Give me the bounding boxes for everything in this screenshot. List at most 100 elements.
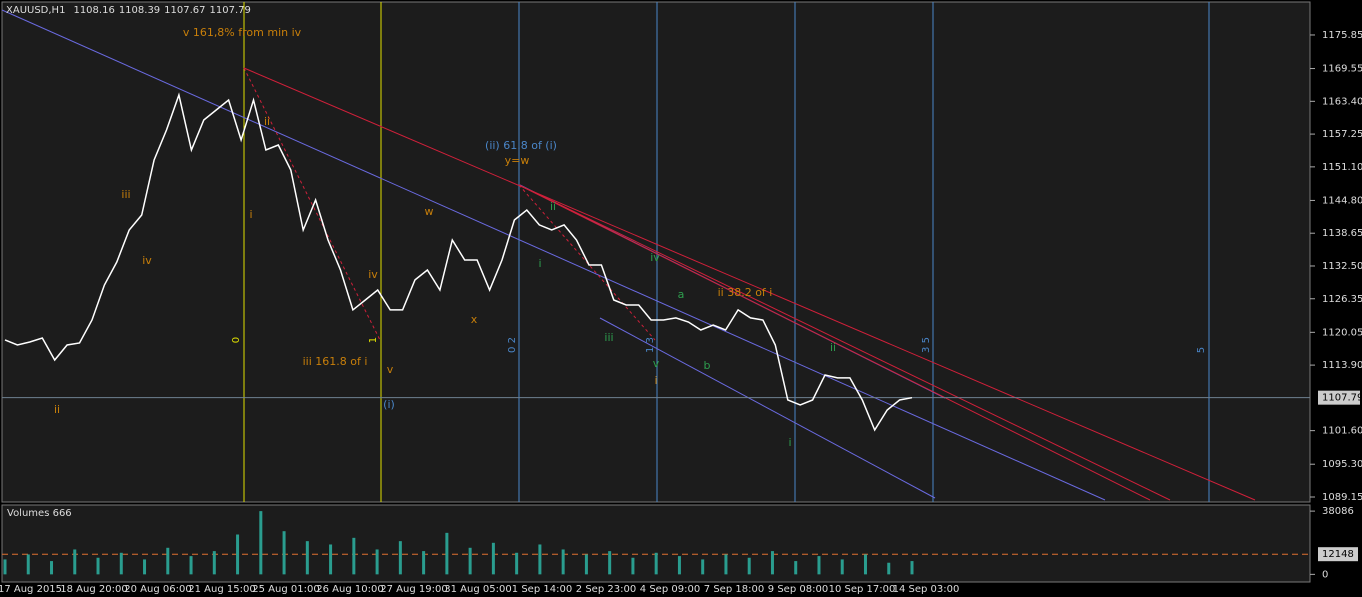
- volume-bar: [166, 547, 170, 575]
- wave-label: v: [387, 363, 394, 376]
- wave-label: i: [538, 257, 541, 270]
- wave-label: v 161,8% from min iv: [183, 26, 302, 39]
- wave-label: w: [425, 205, 434, 218]
- high: 1108.39: [119, 5, 160, 16]
- x-tick-label: 14 Sep 03:00: [893, 584, 960, 595]
- volume-bar: [375, 549, 379, 575]
- wave-label: v: [653, 357, 660, 370]
- volume-bar: [422, 551, 426, 575]
- volume-bar: [445, 532, 449, 575]
- fib-label: 0: [231, 337, 242, 343]
- volume-bar: [259, 511, 263, 575]
- fib-label: 1 3: [645, 337, 656, 353]
- trend-line: [518, 184, 1151, 501]
- volume-bar: [305, 541, 309, 575]
- current-price-label: 1107.79: [1322, 393, 1362, 404]
- volume-bar: [3, 559, 7, 575]
- trend-line: [518, 184, 1171, 501]
- x-tick-label: 17 Aug 2015: [0, 584, 62, 595]
- wave-label: i: [654, 374, 657, 387]
- volume-bar: [236, 534, 240, 575]
- x-tick-label: 20 Aug 06:00: [124, 584, 191, 595]
- x-tick-label: 26 Aug 10:00: [316, 584, 383, 595]
- volume-bar: [863, 554, 867, 575]
- fib-label: 5: [1196, 347, 1207, 353]
- volume-bar: [770, 551, 774, 575]
- wave-label: b: [704, 359, 711, 372]
- volume-bar: [50, 561, 54, 575]
- fib-label: 0 2: [507, 337, 518, 353]
- y-tick-label: 1151.10: [1322, 162, 1362, 173]
- y-tick-label: 1144.80: [1322, 195, 1362, 206]
- price-panel: [1, 1, 1311, 503]
- volume-bar: [608, 551, 612, 575]
- header: XAUUSD,H1 1108.16 1108.39 1107.67 1107.79: [6, 5, 251, 16]
- low: 1107.67: [164, 5, 205, 16]
- wave-label: ii: [830, 341, 836, 354]
- wave-label: iii: [121, 188, 130, 201]
- channel-line: [1, 9, 1106, 501]
- x-tick-label: 2 Sep 23:00: [576, 584, 636, 595]
- volume-bar: [96, 557, 100, 575]
- x-tick-label: 1 Sep 14:00: [512, 584, 572, 595]
- volume-bar: [817, 556, 821, 575]
- volume-bar: [26, 554, 30, 575]
- volume-bar: [491, 542, 495, 575]
- wave-label: ii: [550, 200, 556, 213]
- wave-label: iv: [368, 268, 378, 281]
- wave-label: iii 161.8 of i: [303, 355, 368, 368]
- volume-level-box: [1318, 547, 1358, 562]
- x-tick-label: 31 Aug 05:00: [444, 584, 511, 595]
- volume-bar: [910, 561, 914, 575]
- y-tick-label: 1113.90: [1322, 360, 1362, 371]
- x-tick-label: 4 Sep 09:00: [640, 584, 700, 595]
- volume-bar: [143, 559, 147, 575]
- price-line: [4, 92, 913, 432]
- volume-bar: [887, 562, 891, 575]
- volume-bar: [747, 557, 751, 575]
- y-tick-label: 1089.15: [1322, 492, 1362, 503]
- volume-bar: [282, 531, 286, 575]
- current-price-box: [1318, 390, 1360, 405]
- y-tick-label: 1169.55: [1322, 64, 1362, 75]
- y-tick-label: 1138.65: [1322, 228, 1362, 239]
- wave-label: i: [249, 208, 252, 221]
- y-tick-label: 38086: [1322, 506, 1354, 517]
- symbol: XAUUSD,H1: [6, 5, 65, 16]
- wave-label: (ii) 61.8 of (i): [485, 139, 557, 152]
- volume-bar: [631, 557, 635, 575]
- y-tick-label: 1175.85: [1322, 30, 1362, 41]
- wave-label: (i): [383, 398, 395, 411]
- channel-line: [599, 317, 936, 499]
- volume-bar: [352, 537, 356, 575]
- wave-label: iv: [142, 254, 152, 267]
- volume-bar: [73, 549, 77, 575]
- volume-bar: [212, 551, 216, 575]
- wave-label: a: [678, 288, 685, 301]
- close: 1107.79: [210, 5, 251, 16]
- trend-line: [243, 67, 1256, 501]
- volume-bar: [654, 552, 658, 575]
- volume-bar: [677, 556, 681, 575]
- y-tick-label: 1095.30: [1322, 459, 1362, 470]
- wave-label: ii: [264, 115, 270, 128]
- volume-bar: [794, 561, 798, 575]
- volume-bar: [724, 554, 728, 575]
- volume-bar: [515, 552, 519, 575]
- trend-line: [243, 67, 381, 341]
- fib-label: 1: [368, 337, 379, 343]
- volume-bar: [584, 554, 588, 575]
- x-tick-label: 10 Sep 17:00: [829, 584, 896, 595]
- y-tick-label: 1132.50: [1322, 261, 1362, 272]
- x-tick-label: 25 Aug 01:00: [252, 584, 319, 595]
- volume-bar: [840, 559, 844, 575]
- x-tick-label: 7 Sep 18:00: [704, 584, 764, 595]
- wave-label: iii: [604, 331, 613, 344]
- x-tick-label: 21 Aug 15:00: [188, 584, 255, 595]
- wave-label: x: [471, 313, 478, 326]
- y-tick-label: 1157.25: [1322, 129, 1362, 140]
- volume-bar: [398, 541, 402, 575]
- x-tick-label: 18 Aug 20:00: [60, 584, 127, 595]
